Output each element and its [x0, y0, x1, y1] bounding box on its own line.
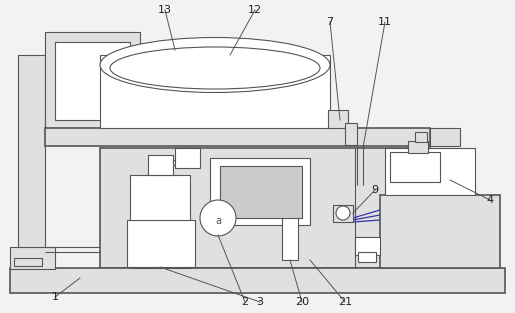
Text: 1: 1: [52, 292, 59, 302]
Text: 4: 4: [487, 195, 493, 205]
Bar: [210, 158, 310, 225]
Bar: [10, 268, 505, 293]
Text: 20: 20: [295, 297, 309, 307]
Bar: [282, 205, 298, 260]
Bar: [100, 55, 330, 128]
Bar: [380, 195, 500, 268]
Bar: [345, 123, 357, 145]
Text: a: a: [215, 216, 221, 226]
Bar: [130, 175, 190, 268]
Circle shape: [336, 206, 350, 220]
Bar: [333, 205, 353, 222]
Bar: [10, 247, 55, 269]
Bar: [100, 148, 430, 268]
Bar: [127, 220, 195, 267]
Bar: [358, 252, 376, 262]
Bar: [355, 237, 380, 255]
Text: 3: 3: [256, 297, 264, 307]
Text: 2: 2: [242, 297, 249, 307]
Text: 11: 11: [378, 17, 392, 27]
Bar: [328, 110, 348, 128]
Bar: [220, 166, 302, 218]
Bar: [148, 155, 173, 175]
Circle shape: [200, 200, 236, 236]
Text: 12: 12: [248, 5, 262, 15]
Text: 7: 7: [327, 17, 334, 27]
Bar: [385, 148, 475, 195]
Ellipse shape: [100, 38, 330, 93]
Bar: [14, 258, 42, 266]
Bar: [18, 55, 45, 268]
Text: 9: 9: [371, 185, 379, 195]
Bar: [408, 141, 428, 153]
Bar: [390, 152, 440, 182]
Bar: [415, 132, 427, 142]
Text: 13: 13: [158, 5, 172, 15]
Bar: [45, 32, 140, 132]
Bar: [175, 148, 200, 168]
Bar: [55, 42, 130, 120]
Bar: [45, 128, 430, 146]
Text: 21: 21: [338, 297, 352, 307]
Bar: [430, 128, 460, 146]
